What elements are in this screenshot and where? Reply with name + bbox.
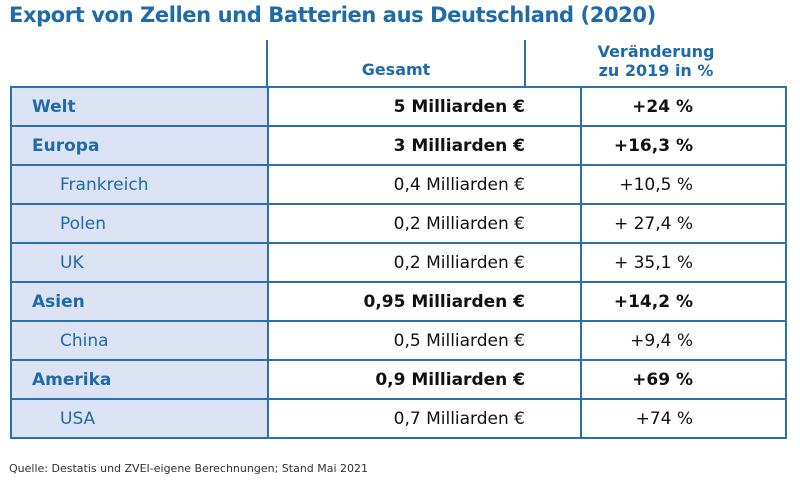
table-row: Amerika 0,9 Milliarden € +69 % [10, 359, 787, 400]
region-label: Asien [32, 291, 85, 312]
region-label: UK [60, 252, 84, 273]
header-divider [524, 40, 526, 86]
change-cell: +24 % [580, 86, 787, 127]
header-gesamt: Gesamt [361, 60, 431, 79]
change-cell: + 35,1 % [580, 242, 787, 283]
table-row: Polen 0,2 Milliarden € + 27,4 % [10, 203, 787, 244]
header-veraenderung: Veränderung zu 2019 in % [526, 42, 786, 80]
region-cell: UK [10, 242, 269, 283]
table-row: China 0,5 Milliarden € +9,4 % [10, 320, 787, 361]
region-label: China [60, 330, 109, 351]
region-label: Polen [60, 213, 107, 234]
header-veraenderung-line2: zu 2019 in % [598, 61, 714, 80]
region-cell: China [10, 320, 269, 361]
table-row: Asien 0,95 Milliarden € +14,2 % [10, 281, 787, 322]
change-cell: + 27,4 % [580, 203, 787, 244]
gesamt-cell: 5 Milliarden € [267, 86, 582, 127]
region-label: USA [60, 408, 96, 429]
chart-title: Export von Zellen und Batterien aus Deut… [9, 3, 656, 27]
region-cell: Frankreich [10, 164, 269, 205]
region-cell: Asien [10, 281, 269, 322]
change-cell: +69 % [580, 359, 787, 400]
change-cell: +14,2 % [580, 281, 787, 322]
gesamt-cell: 3 Milliarden € [267, 125, 582, 166]
table-row: Welt 5 Milliarden € +24 % [10, 86, 787, 127]
change-cell: +16,3 % [580, 125, 787, 166]
gesamt-cell: 0,4 Milliarden € [267, 164, 582, 205]
region-label: Welt [32, 96, 76, 117]
header-divider [266, 40, 268, 86]
gesamt-cell: 0,95 Milliarden € [267, 281, 582, 322]
region-label: Amerika [32, 369, 112, 390]
export-table: Welt 5 Milliarden € +24 % Europa 3 Milliarde… [10, 86, 787, 439]
region-cell: Welt [10, 86, 269, 127]
table-row: Europa 3 Milliarden € +16,3 % [10, 125, 787, 166]
header-veraenderung-line1: Veränderung [597, 42, 715, 61]
gesamt-cell: 0,2 Milliarden € [267, 242, 582, 283]
region-label: Frankreich [60, 174, 149, 195]
region-cell: Polen [10, 203, 269, 244]
gesamt-cell: 0,9 Milliarden € [267, 359, 582, 400]
region-label: Europa [32, 135, 100, 156]
gesamt-cell: 0,7 Milliarden € [267, 398, 582, 439]
region-cell: Amerika [10, 359, 269, 400]
region-cell: USA [10, 398, 269, 439]
table-row: Frankreich 0,4 Milliarden € +10,5 % [10, 164, 787, 205]
region-cell: Europa [10, 125, 269, 166]
table-row: USA 0,7 Milliarden € +74 % [10, 398, 787, 439]
change-cell: +9,4 % [580, 320, 787, 361]
table-row: UK 0,2 Milliarden € + 35,1 % [10, 242, 787, 283]
gesamt-cell: 0,2 Milliarden € [267, 203, 582, 244]
source-note: Quelle: Destatis und ZVEI-eigene Berechn… [9, 462, 369, 475]
gesamt-cell: 0,5 Milliarden € [267, 320, 582, 361]
change-cell: +74 % [580, 398, 787, 439]
change-cell: +10,5 % [580, 164, 787, 205]
